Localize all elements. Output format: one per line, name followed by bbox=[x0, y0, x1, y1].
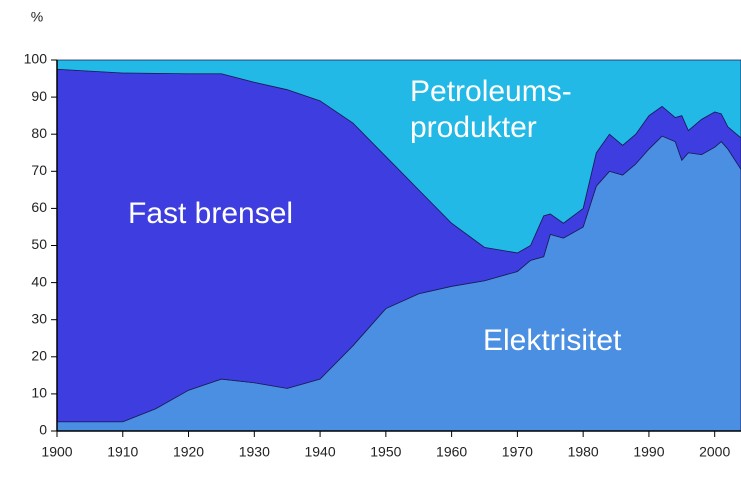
y-tick-label: 30 bbox=[31, 310, 47, 326]
y-tick-label: 10 bbox=[31, 385, 47, 401]
area bbox=[56, 59, 741, 254]
x-tick-label: 1950 bbox=[370, 444, 401, 460]
y-tick-label: 70 bbox=[31, 162, 47, 178]
x-tick-label: 1970 bbox=[502, 444, 533, 460]
x-tick-label: 1910 bbox=[107, 444, 138, 460]
series-label: Petroleums- bbox=[410, 75, 572, 108]
series-label: Elektrisitet bbox=[483, 324, 622, 357]
y-tick-label: 0 bbox=[39, 422, 47, 438]
y-tick-label: 100 bbox=[24, 51, 48, 67]
x-tick-label: 2000 bbox=[699, 444, 730, 460]
y-tick-label: 60 bbox=[31, 199, 47, 215]
x-tick-label: 1990 bbox=[633, 444, 664, 460]
x-tick-label: 1930 bbox=[239, 444, 270, 460]
y-tick-label: 50 bbox=[31, 236, 47, 252]
y-tick-label: 20 bbox=[31, 348, 47, 364]
x-tick-label: 1940 bbox=[304, 444, 335, 460]
series-label: Fast brensel bbox=[128, 197, 293, 230]
x-tick-label: 1960 bbox=[436, 444, 467, 460]
x-tick-label: 1900 bbox=[41, 444, 72, 460]
y-tick-label: 90 bbox=[31, 88, 47, 104]
y-axis-label: % bbox=[31, 9, 43, 25]
x-tick-label: 1980 bbox=[568, 444, 599, 460]
series-label: produkter bbox=[410, 111, 537, 144]
y-tick-label: 40 bbox=[31, 273, 47, 289]
y-tick-label: 80 bbox=[31, 125, 47, 141]
x-tick-label: 1920 bbox=[173, 444, 204, 460]
